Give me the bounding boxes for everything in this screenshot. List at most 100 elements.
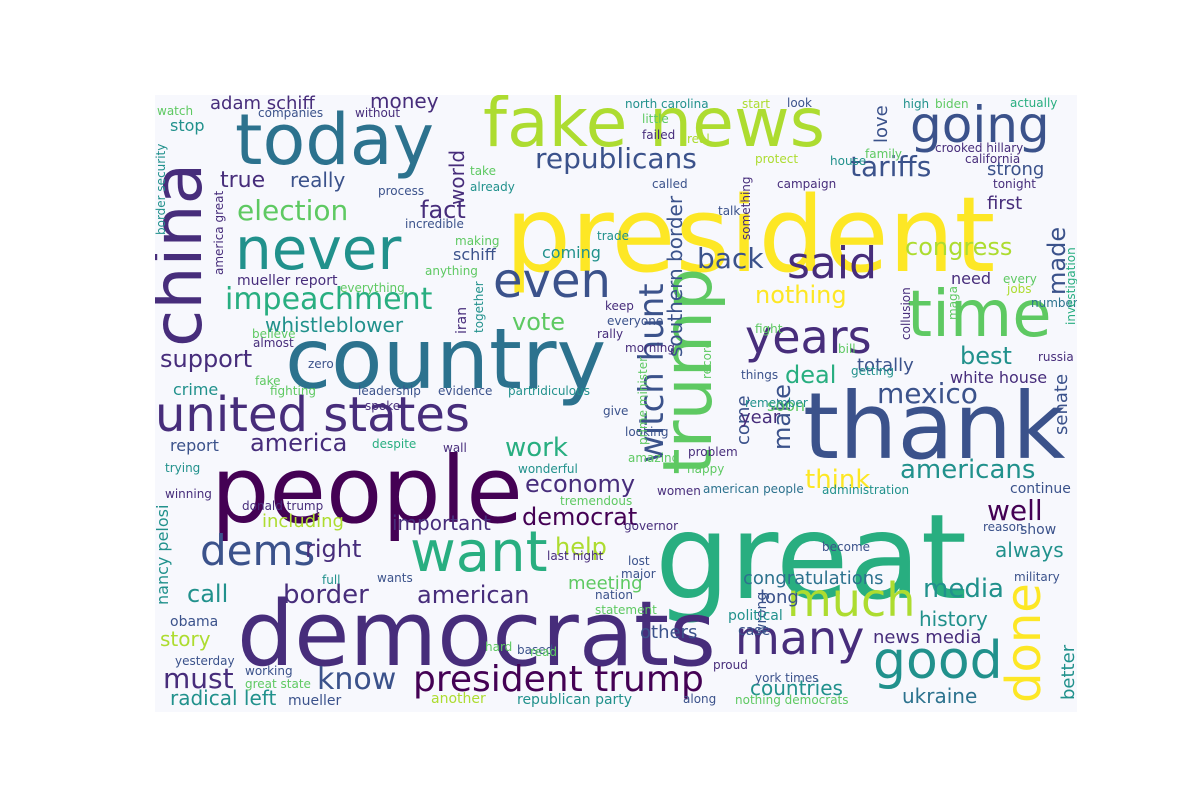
word: political [728, 608, 783, 624]
word: happy [687, 462, 725, 476]
word: number [1031, 296, 1077, 310]
word: dems [200, 526, 316, 575]
word: better [1058, 644, 1077, 700]
word: meeting [568, 573, 643, 594]
word: biden [935, 97, 969, 111]
word: trying [165, 461, 201, 475]
word: campaign [777, 177, 837, 191]
word: zero [308, 357, 334, 371]
word: despite [372, 437, 417, 451]
word: president [505, 174, 996, 296]
word: take [470, 164, 496, 178]
word: country [285, 310, 607, 408]
word: first [987, 193, 1023, 214]
word: making [455, 234, 500, 248]
word: election [237, 194, 349, 227]
word: tremendous [560, 494, 633, 508]
word: going [910, 96, 1050, 154]
word: something [739, 176, 753, 240]
word: united states [155, 387, 470, 443]
word: high [903, 97, 930, 111]
word: soon [767, 396, 806, 415]
word: report [170, 436, 219, 455]
word: whistleblower [265, 313, 404, 337]
word: countries [750, 676, 843, 700]
word: fighting [270, 384, 317, 398]
word: bill [838, 342, 856, 356]
word: maga [946, 285, 960, 320]
word: north carolina [625, 97, 709, 111]
word: economy [525, 470, 636, 498]
word: leadership [358, 384, 421, 398]
word: wonderful [518, 462, 578, 476]
word: nothing [755, 281, 847, 309]
word: part [508, 384, 533, 398]
word: called [652, 177, 688, 191]
word: watch [157, 104, 194, 118]
word: collusion [899, 287, 913, 340]
word: major [621, 567, 656, 581]
word: america great [212, 190, 226, 275]
word: years [745, 310, 872, 364]
word: everyone [607, 314, 664, 328]
word: important [392, 511, 491, 535]
word: always [995, 538, 1064, 562]
word: time [907, 278, 1052, 352]
word: american [417, 581, 530, 609]
word: look [787, 96, 812, 110]
word: california [965, 152, 1021, 166]
word: show [1020, 522, 1057, 538]
word: companies [258, 106, 324, 120]
word: president trump [413, 659, 704, 700]
word: schiff [453, 245, 496, 264]
word: mexico [877, 377, 978, 410]
word: working [245, 664, 293, 678]
word: become [822, 540, 871, 554]
word: border [283, 580, 369, 610]
word: american people [703, 482, 804, 496]
word: good [873, 631, 1003, 691]
word: lost [628, 554, 650, 568]
word: jobs [1007, 282, 1032, 296]
word: great [655, 488, 967, 626]
word: tariffs [850, 150, 932, 183]
word: back [697, 242, 764, 275]
word: true [220, 168, 266, 193]
word: fact [420, 196, 466, 224]
word: well [987, 494, 1043, 527]
word: never [235, 215, 402, 283]
word: mueller report [237, 273, 338, 289]
word: best [960, 342, 1012, 370]
word: must [163, 662, 234, 695]
word: said [787, 238, 878, 289]
word: call [187, 580, 229, 608]
word: prime minister [636, 356, 650, 445]
word: work [505, 433, 568, 463]
word: help [555, 533, 607, 561]
word: rally [597, 327, 624, 341]
word: totally [857, 355, 914, 376]
word: story [160, 627, 211, 651]
word: many [735, 611, 865, 665]
word: thank [803, 373, 1066, 480]
word: give [603, 404, 629, 418]
word: think [805, 465, 871, 495]
word: incredible [405, 217, 464, 231]
word: crooked hillary [935, 141, 1024, 155]
word: yesterday [175, 654, 235, 668]
word: little [642, 112, 669, 126]
word: proud [713, 658, 748, 672]
word: last night [547, 549, 604, 563]
word: democrats [237, 582, 717, 687]
word: trade [597, 229, 629, 243]
word: fake [255, 374, 281, 388]
word: america [250, 429, 348, 457]
word: republican party [517, 692, 633, 708]
word: strong [987, 159, 1045, 180]
word: even [493, 253, 611, 309]
word: investigation [1064, 247, 1077, 325]
word: border security [155, 143, 168, 235]
word: southern border [663, 195, 687, 357]
word: ukraine [902, 684, 978, 708]
word: love [871, 105, 892, 143]
